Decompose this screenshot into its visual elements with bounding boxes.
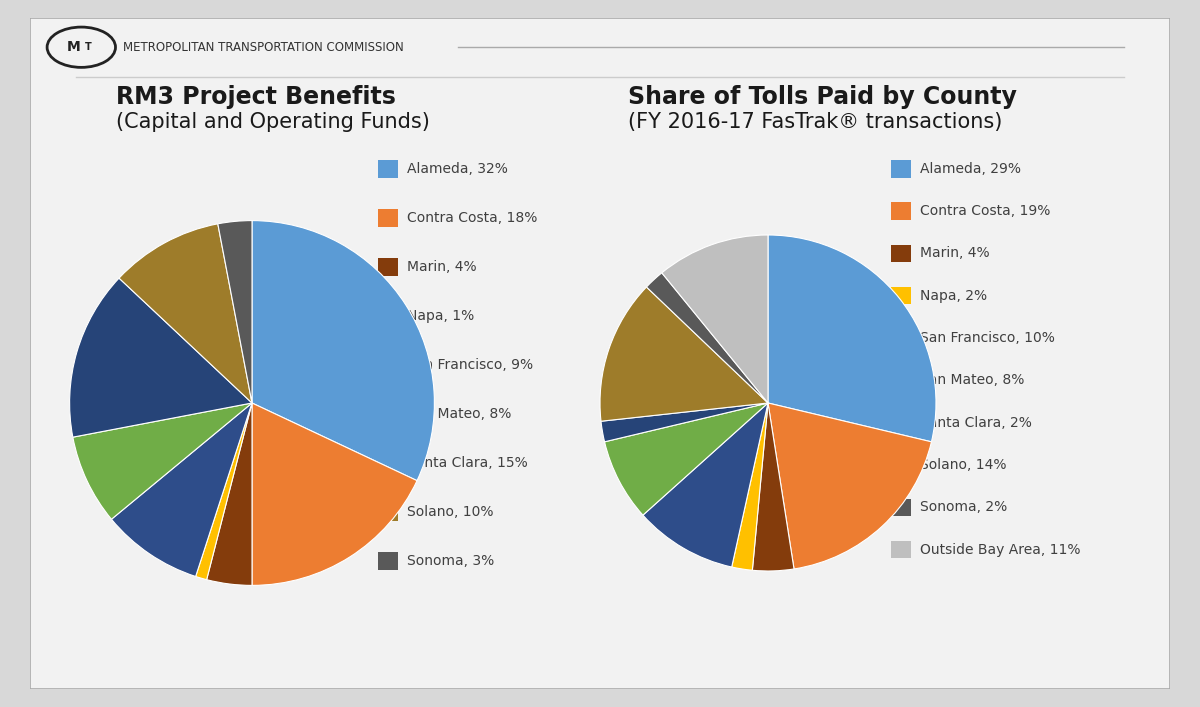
Bar	[890, 372, 911, 389]
Wedge shape	[752, 403, 794, 571]
Text: RM3 Project Benefits: RM3 Project Benefits	[115, 85, 395, 109]
Text: METROPOLITAN TRANSPORTATION COMMISSION: METROPOLITAN TRANSPORTATION COMMISSION	[124, 41, 404, 54]
Text: Marin, 4%: Marin, 4%	[407, 260, 476, 274]
Bar	[378, 503, 398, 521]
Text: Napa, 1%: Napa, 1%	[407, 309, 474, 323]
Bar	[890, 456, 911, 474]
Text: (Capital and Operating Funds): (Capital and Operating Funds)	[115, 112, 430, 132]
Wedge shape	[601, 403, 768, 442]
Wedge shape	[70, 278, 252, 437]
Bar	[890, 541, 911, 559]
Wedge shape	[196, 403, 252, 580]
Wedge shape	[252, 403, 418, 585]
Wedge shape	[768, 235, 936, 442]
Text: Contra Costa, 18%: Contra Costa, 18%	[407, 211, 538, 225]
Bar	[890, 287, 911, 305]
Bar	[378, 209, 398, 226]
Text: Share of Tolls Paid by County: Share of Tolls Paid by County	[629, 85, 1018, 109]
Text: Solano, 10%: Solano, 10%	[407, 505, 494, 519]
Bar	[890, 329, 911, 346]
Wedge shape	[112, 403, 252, 576]
Wedge shape	[600, 287, 768, 421]
Bar	[378, 552, 398, 570]
FancyBboxPatch shape	[30, 18, 1170, 689]
Bar	[890, 202, 911, 220]
Text: (FY 2016-17 FasTrak® transactions): (FY 2016-17 FasTrak® transactions)	[629, 112, 1003, 132]
Wedge shape	[206, 403, 252, 585]
Bar	[378, 160, 398, 177]
Bar	[378, 356, 398, 373]
Bar	[378, 258, 398, 276]
Wedge shape	[662, 235, 768, 403]
Wedge shape	[73, 403, 252, 519]
Text: T: T	[85, 42, 91, 52]
Bar	[890, 160, 911, 177]
Bar	[890, 498, 911, 516]
Wedge shape	[647, 273, 768, 403]
Text: San Mateo, 8%: San Mateo, 8%	[407, 407, 511, 421]
Text: San Francisco, 10%: San Francisco, 10%	[920, 331, 1055, 345]
Wedge shape	[732, 403, 768, 571]
Bar	[890, 245, 911, 262]
Text: Outside Bay Area, 11%: Outside Bay Area, 11%	[920, 542, 1081, 556]
Wedge shape	[252, 221, 434, 481]
Text: Alameda, 29%: Alameda, 29%	[920, 162, 1021, 176]
Text: Sonoma, 3%: Sonoma, 3%	[407, 554, 494, 568]
Wedge shape	[218, 221, 252, 403]
Bar	[378, 307, 398, 325]
Wedge shape	[119, 224, 252, 403]
Text: Marin, 4%: Marin, 4%	[920, 247, 990, 260]
Text: Contra Costa, 19%: Contra Costa, 19%	[920, 204, 1051, 218]
Text: M: M	[66, 40, 80, 54]
Bar	[378, 405, 398, 423]
Text: San Francisco, 9%: San Francisco, 9%	[407, 358, 534, 372]
Text: Alameda, 32%: Alameda, 32%	[407, 162, 509, 176]
Text: Santa Clara, 15%: Santa Clara, 15%	[407, 456, 528, 470]
Bar	[378, 454, 398, 472]
Wedge shape	[643, 403, 768, 567]
Text: Solano, 14%: Solano, 14%	[920, 458, 1007, 472]
Wedge shape	[768, 403, 931, 569]
Text: Sonoma, 2%: Sonoma, 2%	[920, 501, 1008, 514]
Wedge shape	[605, 403, 768, 515]
Bar	[890, 414, 911, 431]
Text: Napa, 2%: Napa, 2%	[920, 288, 988, 303]
Text: San Mateo, 8%: San Mateo, 8%	[920, 373, 1025, 387]
Text: Santa Clara, 2%: Santa Clara, 2%	[920, 416, 1032, 430]
